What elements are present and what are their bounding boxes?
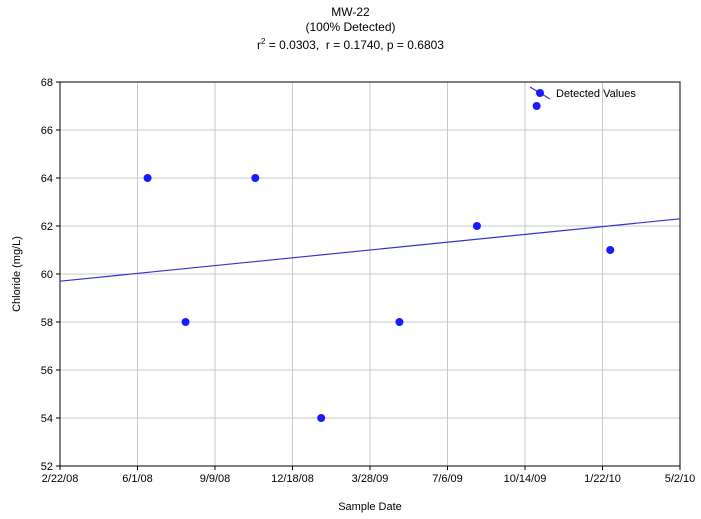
stat-r2-label: r: [257, 38, 261, 52]
x-tick-label: 12/18/08: [271, 473, 314, 485]
x-tick-label: 1/22/10: [584, 473, 621, 485]
x-tick-label: 9/9/08: [200, 473, 231, 485]
data-point: [606, 246, 615, 254]
x-tick-label: 7/6/09: [432, 473, 463, 485]
x-tick-label: 3/28/09: [352, 473, 389, 485]
data-point: [532, 102, 541, 110]
y-tick-label: 52: [41, 461, 53, 473]
chart-subtitle: (100% Detected): [305, 20, 396, 34]
y-tick-label: 68: [41, 77, 53, 89]
legend-label: Detected Values: [556, 88, 636, 100]
trend-line: [59, 218, 681, 282]
y-tick-label: 66: [41, 125, 53, 137]
x-axis-label: Sample Date: [338, 501, 402, 513]
y-tick-label: 58: [41, 317, 53, 329]
stat-p: p = 0.6803: [386, 38, 444, 52]
y-tick-label: 60: [41, 269, 53, 281]
y-tick-label: 62: [41, 221, 53, 233]
chart-title: MW-22: [331, 5, 370, 19]
x-tick-label: 5/2/10: [665, 473, 696, 485]
data-point: [251, 174, 260, 182]
stat-r2-exponent: 2: [261, 37, 266, 46]
x-tick-label: 6/1/08: [122, 473, 153, 485]
data-point: [317, 414, 326, 422]
y-tick-label: 56: [41, 365, 53, 377]
x-tick-label: 2/22/08: [42, 473, 79, 485]
y-tick-label: 54: [41, 413, 53, 425]
legend-marker: [536, 89, 544, 97]
data-point: [143, 174, 152, 182]
y-tick-label: 64: [41, 173, 53, 185]
plot-border: [59, 81, 681, 467]
y-axis-label: Chloride (mg/L): [11, 236, 23, 312]
data-point: [472, 222, 481, 230]
x-tick-label: 10/14/09: [504, 473, 547, 485]
stat-r: r = 0.1740,: [325, 38, 384, 52]
chart-stats: r2 = 0.0303, r = 0.1740, p = 0.6803: [0, 37, 701, 52]
data-point: [181, 318, 190, 326]
stat-r2-value: = 0.0303,: [268, 38, 320, 52]
data-point: [395, 318, 404, 326]
